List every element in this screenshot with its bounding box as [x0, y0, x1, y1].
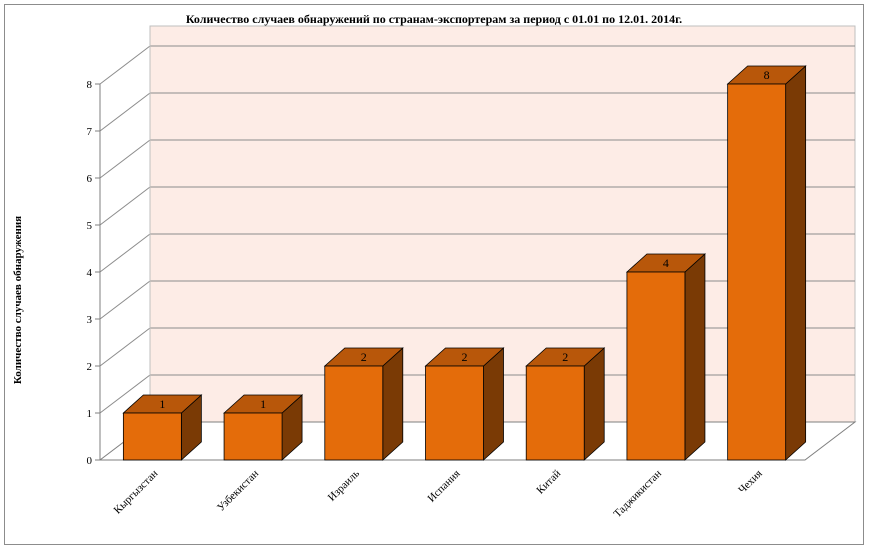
bar	[122, 394, 203, 461]
chart-title: Количество случаев обнаружений по страна…	[185, 12, 683, 26]
y-tick-label: 5	[87, 220, 93, 232]
gridline-diagonal	[99, 233, 151, 273]
category-labels: Кыргызстан Узбекистан Израиль Испания Китай Т…	[112, 468, 765, 521]
bar	[424, 347, 505, 461]
data-label: 8	[764, 68, 770, 82]
y-tick-label: 8	[87, 79, 93, 91]
bar	[323, 347, 404, 461]
gridline-diagonal	[99, 280, 151, 320]
gridline-diagonal	[99, 139, 151, 179]
bar	[726, 65, 807, 461]
gridline-diagonal	[99, 92, 151, 132]
bar-front	[525, 365, 585, 461]
bar	[525, 347, 606, 461]
bar-side	[785, 65, 807, 461]
y-tick-label: 3	[87, 314, 93, 326]
gridline-diagonal	[99, 327, 151, 367]
bar-side	[684, 253, 706, 461]
category-label: Чехия	[736, 468, 765, 497]
data-label: 1	[159, 397, 165, 411]
bar-side	[382, 347, 404, 461]
category-label: Испания	[426, 468, 463, 505]
bars	[122, 65, 807, 461]
bar-front	[223, 412, 283, 461]
bar-side	[583, 347, 605, 461]
category-label: Таджикистан	[612, 468, 665, 521]
bar-front	[626, 271, 686, 461]
data-label: 2	[361, 350, 367, 364]
bar	[223, 394, 304, 461]
bar-front	[425, 365, 484, 461]
y-tick-label: 6	[87, 173, 93, 185]
y-tick-label: 2	[87, 361, 93, 373]
y-tick-label: 1	[87, 408, 93, 420]
category-label: Кыргызстан	[112, 468, 161, 517]
bar-front	[727, 83, 787, 461]
bar-side	[483, 347, 504, 461]
y-tick-labels: 0 1 2 3 4 5 6 7 8	[87, 79, 93, 467]
gridline-diagonal	[99, 186, 151, 226]
y-tick-label: 4	[87, 267, 93, 279]
gridline-diagonal	[99, 45, 151, 85]
data-label: 1	[260, 397, 266, 411]
category-label: Китай	[534, 468, 563, 497]
bar	[625, 253, 706, 461]
gridline-diagonal	[99, 374, 151, 414]
y-tick-label: 0	[87, 455, 93, 467]
category-label: Израиль	[326, 468, 362, 504]
data-label: 2	[562, 350, 568, 364]
y-tick-label: 7	[87, 126, 93, 138]
category-label: Узбекистан	[215, 468, 261, 514]
data-label: 4	[663, 256, 669, 270]
bar-front	[324, 365, 384, 461]
data-label: 2	[462, 350, 468, 364]
data-labels: 1 1 2 2 2 4 8	[159, 68, 769, 411]
bar-front	[122, 412, 182, 461]
